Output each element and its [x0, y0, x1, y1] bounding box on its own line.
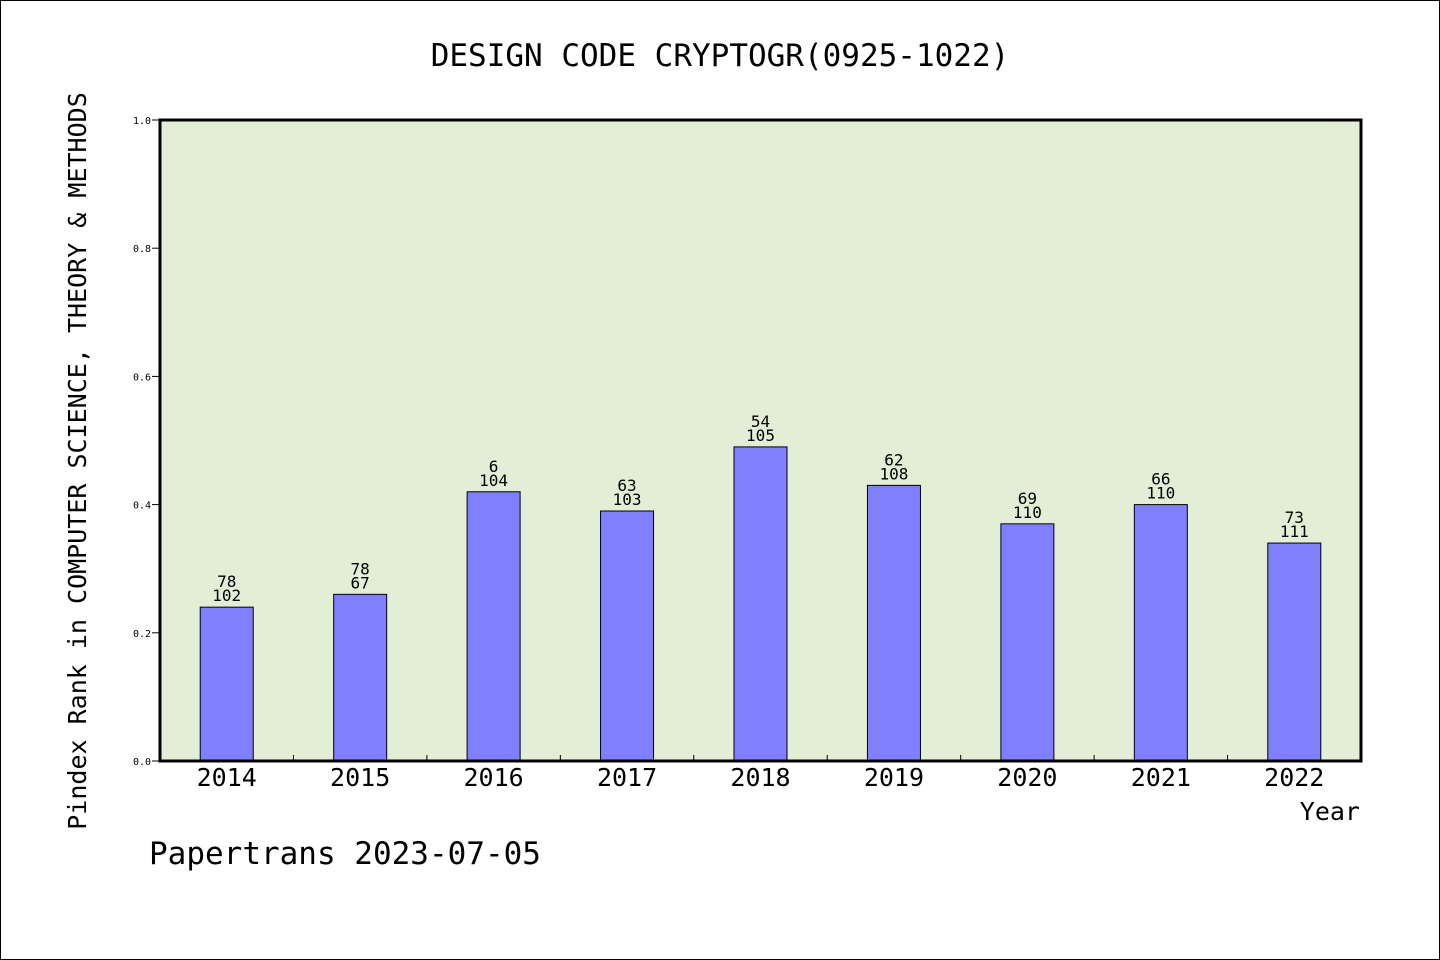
bar-label-top: 73 [1285, 508, 1304, 527]
bar [333, 593, 388, 762]
y-tick-label: 1.0 [133, 116, 151, 127]
bar-label-top: 78 [217, 572, 236, 591]
bar [1267, 542, 1322, 762]
bars [199, 446, 1322, 762]
bar-label-bottom: 104 [479, 471, 508, 490]
bar-label-bottom: 105 [746, 426, 775, 445]
y-tick-label: 0.0 [133, 757, 151, 768]
chart-title: DESIGN CODE CRYPTOGR(0925-1022) [431, 38, 1010, 74]
bar-label-bottom: 111 [1280, 522, 1309, 541]
x-tick-label: 2016 [464, 763, 524, 792]
bar [1133, 504, 1188, 762]
y-tick-label: 0.2 [133, 629, 151, 640]
x-tick-label: 2019 [864, 763, 924, 792]
x-tick-label: 2014 [197, 763, 257, 792]
bar-label-top: 69 [1018, 489, 1037, 508]
bar-label-top: 63 [617, 476, 636, 495]
x-tick-label: 2015 [330, 763, 390, 792]
y-tick-label: 0.6 [133, 372, 151, 383]
bar-label-top: 66 [1151, 470, 1170, 489]
y-axis-label: Pindex Rank in COMPUTER SCIENCE, THEORY … [63, 92, 92, 830]
x-tick-label: 2018 [730, 763, 790, 792]
y-tick-label: 0.4 [133, 501, 151, 512]
bar [600, 510, 655, 762]
x-axis-ticks: 2014 2015 2016 2017 2018 2019 2020 2021 2022 [197, 755, 1324, 792]
x-tick-label: 2021 [1131, 763, 1191, 792]
y-axis-ticks: 0.0 0.2 0.4 0.6 0.8 1.0 [133, 116, 160, 768]
bar-label-bottom: 103 [613, 490, 642, 509]
bar [199, 606, 254, 762]
bar-label-top: 6 [489, 457, 499, 476]
bar-label-top: 54 [751, 412, 770, 431]
bar [733, 446, 788, 762]
x-axis-label: Year [1300, 797, 1360, 826]
x-tick-label: 2017 [597, 763, 657, 792]
y-tick-label: 0.8 [133, 244, 151, 255]
footer-text: Papertrans 2023-07-05 [149, 836, 541, 872]
x-tick-label: 2022 [1264, 763, 1324, 792]
bar-label-top: 62 [884, 450, 903, 469]
x-tick-label: 2020 [997, 763, 1057, 792]
bar-label-bottom: 110 [1013, 503, 1042, 522]
bar-label-bottom: 108 [879, 464, 908, 483]
bar-label-top: 78 [351, 559, 370, 578]
bar [866, 484, 921, 762]
bar [466, 491, 521, 762]
bar-label-bottom: 102 [212, 586, 241, 605]
bar-label-bottom: 110 [1146, 484, 1175, 503]
bar [1000, 523, 1055, 762]
plot-border [158, 118, 1363, 763]
bar-label-bottom: 67 [351, 573, 370, 592]
